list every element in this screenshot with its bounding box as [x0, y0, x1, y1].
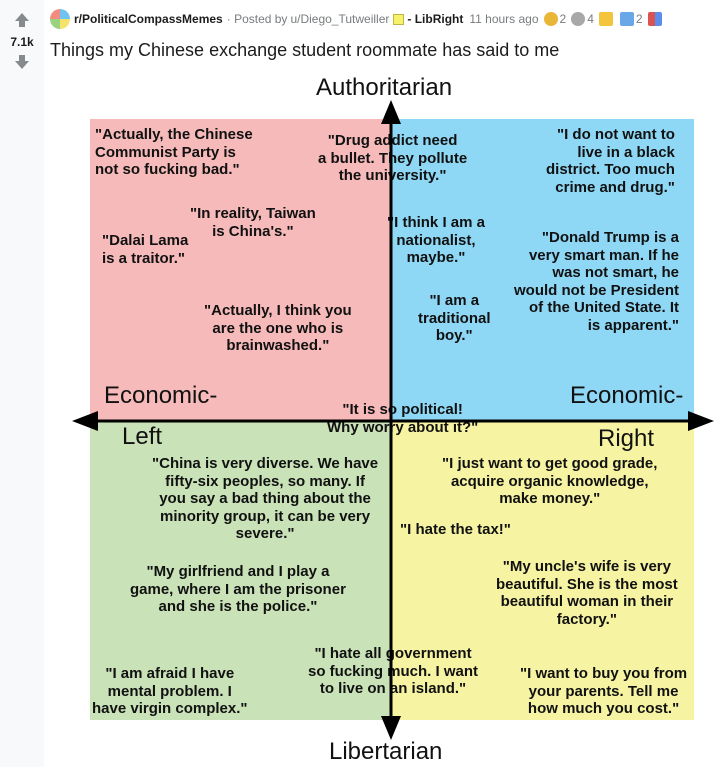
award-silver[interactable]: 4	[571, 12, 594, 26]
compass-quote: "I do not want to live in a black distri…	[546, 126, 675, 196]
axis-label-top: Authoritarian	[316, 74, 453, 101]
quadrant-auth-right	[391, 119, 694, 421]
compass-quote: "I am a traditional boy."	[418, 292, 491, 344]
compass-quote: "Donald Trump is a very smart man. If he…	[514, 229, 680, 334]
compass-quote: "It is so political! Why worry about it?…	[327, 401, 479, 436]
author-link[interactable]: u/Diego_Tutweiller	[290, 12, 390, 26]
compass-quote: "China is very diverse. We have fifty-si…	[152, 455, 379, 542]
award-flag[interactable]	[647, 12, 664, 26]
axis-label-left-bottom: Left	[122, 423, 163, 450]
award-blue[interactable]: 2	[619, 12, 643, 26]
award-star[interactable]	[598, 12, 615, 26]
user-flair: - LibRight	[407, 12, 464, 26]
vote-count: 7.1k	[10, 35, 34, 49]
star-card-icon	[598, 12, 613, 26]
compass-quote: "I just want to get good grade, acquire …	[442, 455, 658, 507]
grid-flag-icon	[647, 12, 662, 26]
quadrant-auth-left	[90, 119, 391, 421]
axis-label-bottom: Libertarian	[329, 738, 443, 765]
compass-quote: "Drug addict need a bullet. They pollute…	[318, 132, 468, 184]
compass-quote: "My girlfriend and I play a game, where …	[130, 563, 346, 615]
silver-s-icon	[571, 12, 586, 26]
compass-quote: "I am afraid I have mental problem. I ha…	[92, 665, 248, 717]
post-time[interactable]: 11 hours ago	[469, 12, 539, 26]
compass-quote: "I want to buy you from your parents. Te…	[520, 665, 688, 717]
flair-icon	[393, 13, 405, 25]
axis-label-right-top: Economic-	[570, 382, 684, 409]
arrow-up-icon	[381, 100, 401, 124]
quadrant-lib-right	[391, 421, 694, 720]
compass-quote: "I hate the tax!"	[400, 521, 511, 538]
subreddit-icon[interactable]	[50, 9, 70, 29]
posted-by-label: · Posted by	[226, 12, 288, 26]
award-count: 4	[587, 12, 594, 26]
compass-quote: "Actually, I think you are the one who i…	[204, 302, 352, 354]
award-gold[interactable]: 2	[543, 12, 567, 26]
compass-quote: "My uncle's wife is very beautiful. She …	[496, 558, 678, 628]
blue-card-icon	[619, 12, 634, 26]
compass-quote: "Dalai Lama is a traitor."	[102, 232, 189, 267]
subreddit-link[interactable]: r/PoliticalCompassMemes	[74, 12, 223, 26]
compass-quote: "Actually, the Chinese Communist Party i…	[95, 126, 253, 178]
gold-medal-icon	[543, 12, 558, 26]
upvote-arrow-icon[interactable]	[14, 12, 30, 28]
post-meta: r/PoliticalCompassMemes · Posted by u/Di…	[50, 8, 715, 30]
compass-quote: "I think I am a nationalist, maybe."	[387, 214, 485, 266]
vote-column: 7.1k	[0, 0, 44, 767]
arrow-left-icon	[72, 411, 98, 431]
compass-quote: "In reality, Taiwan is China's."	[190, 205, 316, 240]
axis-label-right-bottom: Right	[598, 425, 655, 452]
award-count: 2	[559, 12, 567, 26]
arrow-right-icon	[688, 411, 714, 431]
downvote-arrow-icon[interactable]	[14, 54, 30, 70]
axis-label-left-top: Economic-	[104, 382, 218, 409]
post-title[interactable]: Things my Chinese exchange student roomm…	[50, 40, 560, 60]
quadrant-lib-left	[90, 421, 391, 720]
award-count: 2	[635, 12, 643, 26]
arrow-down-icon	[381, 716, 401, 740]
compass-quote: "I hate all government so fucking much. …	[308, 645, 479, 697]
